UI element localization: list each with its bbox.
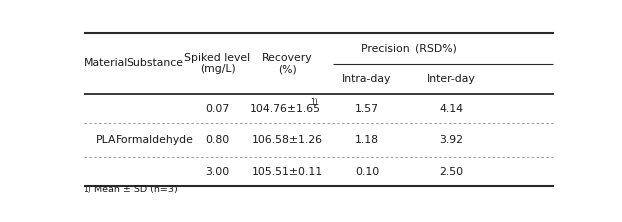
Text: Spiked level
(mg/L): Spiked level (mg/L) [185, 53, 251, 74]
Text: 0.07: 0.07 [205, 104, 230, 114]
Text: Material: Material [83, 58, 128, 68]
Text: 3.00: 3.00 [205, 167, 230, 177]
Text: 1.18: 1.18 [355, 135, 379, 145]
Text: Precision (RSD%): Precision (RSD%) [361, 44, 457, 54]
Text: 1): 1) [83, 185, 91, 194]
Text: Substance: Substance [126, 58, 183, 68]
Text: PLA: PLA [95, 135, 116, 145]
Text: Inter-day: Inter-day [427, 74, 476, 84]
Text: Recovery
(%): Recovery (%) [262, 53, 313, 74]
Text: 106.58±1.26: 106.58±1.26 [252, 135, 323, 145]
Text: 2.50: 2.50 [439, 167, 463, 177]
Text: Mean ± SD (n=3): Mean ± SD (n=3) [91, 185, 178, 194]
Text: 1): 1) [310, 98, 318, 107]
Text: 0.10: 0.10 [355, 167, 379, 177]
Text: Intra-day: Intra-day [342, 74, 392, 84]
Text: 1.57: 1.57 [355, 104, 379, 114]
Text: 4.14: 4.14 [439, 104, 463, 114]
Text: 104.76±1.65: 104.76±1.65 [249, 104, 320, 114]
Text: Formaldehyde: Formaldehyde [116, 135, 194, 145]
Text: 105.51±0.11: 105.51±0.11 [252, 167, 323, 177]
Text: 3.92: 3.92 [439, 135, 463, 145]
Text: 0.80: 0.80 [205, 135, 230, 145]
